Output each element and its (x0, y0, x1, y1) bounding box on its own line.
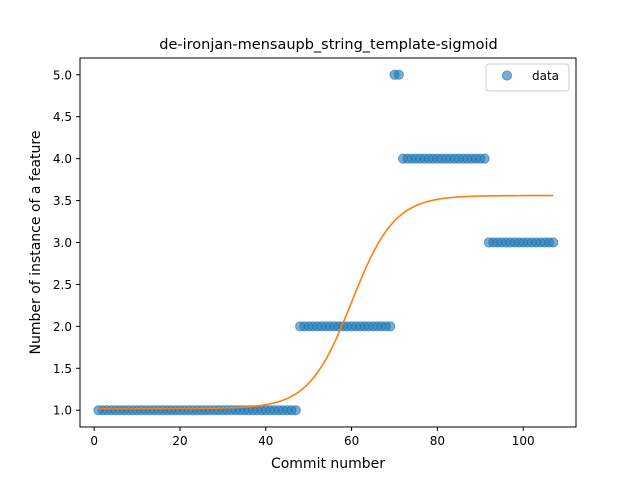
legend: data (485, 63, 570, 92)
x-tick-label: 80 (430, 434, 445, 448)
sigmoid-fit-line (98, 194, 554, 410)
x-axis: 0 20 40 60 80 100 (90, 427, 535, 448)
y-tick-label: 4.0 (53, 152, 72, 166)
x-tick-label: 100 (512, 434, 535, 448)
legend-label-data: data (532, 69, 559, 83)
data-point (290, 405, 301, 416)
x-axis-label: Commit number (271, 456, 385, 472)
plot-area (93, 69, 559, 416)
x-tick-label: 60 (344, 434, 359, 448)
data-point (548, 237, 559, 248)
y-tick-label: 5.0 (53, 68, 72, 82)
y-axis: 1.0 1.5 2.0 2.5 3.0 3.5 4.0 4.5 5.0 (53, 68, 80, 418)
data-point (479, 153, 490, 164)
x-tick-label: 20 (172, 434, 187, 448)
y-tick-label: 4.5 (53, 110, 72, 124)
y-axis-label: Number of instance of a feature (28, 131, 44, 355)
y-tick-label: 1.0 (53, 404, 72, 418)
chart-title: de-ironjan-mensaupb_string_template-sigm… (159, 37, 498, 53)
data-point (393, 69, 404, 80)
data-point (385, 321, 396, 332)
legend-marker-data (501, 70, 513, 81)
x-tick-label: 0 (90, 434, 98, 448)
y-tick-label: 2.0 (53, 320, 72, 334)
y-tick-label: 3.5 (53, 194, 72, 208)
y-tick-label: 3.0 (53, 236, 72, 250)
y-tick-label: 2.5 (53, 278, 72, 292)
x-tick-label: 40 (258, 434, 273, 448)
y-tick-label: 1.5 (53, 362, 72, 376)
